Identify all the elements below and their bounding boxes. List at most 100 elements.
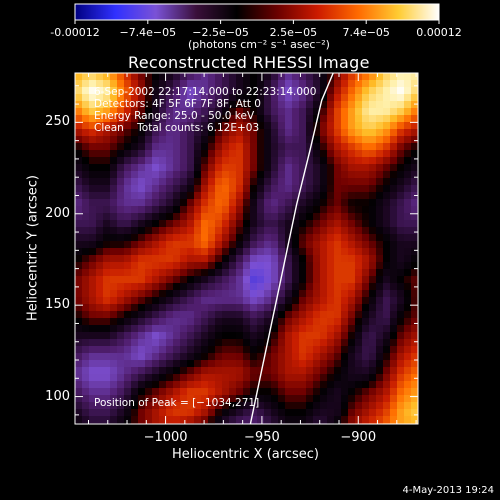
heatmap-cell: [257, 206, 265, 214]
heatmap-cell: [96, 304, 104, 312]
heatmap-cell: [152, 332, 160, 340]
heatmap-cell: [278, 283, 286, 291]
heatmap-cell: [341, 325, 349, 333]
heatmap-cell: [397, 164, 405, 172]
heatmap-cell: [75, 255, 83, 263]
heatmap-cell: [355, 157, 363, 165]
heatmap-cell: [285, 360, 293, 368]
heatmap-cell: [390, 234, 398, 242]
colorbar-tick-label: -0.00012: [50, 26, 100, 39]
heatmap-cell: [299, 297, 307, 305]
heatmap-cell: [411, 129, 418, 137]
heatmap-cell: [250, 108, 258, 116]
heatmap-cell: [124, 171, 132, 179]
heatmap-cell: [376, 122, 384, 130]
heatmap-cell: [320, 402, 328, 410]
heatmap-cell: [397, 101, 405, 109]
heatmap-cell: [117, 395, 125, 403]
heatmap-cell: [124, 108, 132, 116]
heatmap-cell: [278, 213, 286, 221]
heatmap-cell: [397, 171, 405, 179]
heatmap-cell: [285, 143, 293, 151]
heatmap-cell: [124, 332, 132, 340]
heatmap-cell: [369, 339, 377, 347]
heatmap-cell: [299, 87, 307, 95]
heatmap-cell: [299, 332, 307, 340]
heatmap-cell: [222, 143, 230, 151]
heatmap-cell: [278, 157, 286, 165]
heatmap-cell: [376, 276, 384, 284]
heatmap-cell: [257, 108, 265, 116]
heatmap-cell: [390, 297, 398, 305]
heatmap-cell: [362, 157, 370, 165]
heatmap-cell: [145, 290, 153, 298]
heatmap-cell: [180, 73, 188, 81]
heatmap-cell: [152, 276, 160, 284]
heatmap-cell: [75, 290, 83, 298]
heatmap-cell: [222, 157, 230, 165]
heatmap-cell: [103, 360, 111, 368]
heatmap-cell: [215, 395, 223, 403]
heatmap-cell: [194, 276, 202, 284]
heatmap-cell: [124, 402, 132, 410]
heatmap-cell: [362, 318, 370, 326]
heatmap-cell: [341, 122, 349, 130]
heatmap-cell: [103, 87, 111, 95]
heatmap-cell: [369, 136, 377, 144]
heatmap-cell: [159, 213, 167, 221]
heatmap-cell: [82, 241, 90, 249]
heatmap-cell: [229, 101, 237, 109]
heatmap-cell: [89, 269, 97, 277]
heatmap-cell: [215, 220, 223, 228]
heatmap-cell: [236, 220, 244, 228]
heatmap-cell: [194, 185, 202, 193]
heatmap-cell: [75, 311, 83, 319]
heatmap-cell: [145, 262, 153, 270]
heatmap-cell: [159, 199, 167, 207]
heatmap-cell: [166, 192, 174, 200]
heatmap-cell: [229, 213, 237, 221]
heatmap-cell: [362, 283, 370, 291]
heatmap-cell: [194, 122, 202, 130]
heatmap-cell: [89, 290, 97, 298]
heatmap-cell: [362, 248, 370, 256]
heatmap-cell: [362, 213, 370, 221]
heatmap-cell: [362, 381, 370, 389]
heatmap-cell: [103, 115, 111, 123]
heatmap-cell: [208, 311, 216, 319]
heatmap-cell: [103, 409, 111, 417]
heatmap-cell: [229, 290, 237, 298]
heatmap-cell: [152, 185, 160, 193]
heatmap-cell: [131, 199, 139, 207]
heatmap-cell: [131, 318, 139, 326]
heatmap-cell: [117, 150, 125, 158]
heatmap-cell: [103, 262, 111, 270]
footer-date: 4-May-2013 19:24: [402, 485, 494, 496]
heatmap-cell: [320, 311, 328, 319]
heatmap-cell: [285, 297, 293, 305]
heatmap-cell: [222, 248, 230, 256]
heatmap-cell: [299, 241, 307, 249]
heatmap-cell: [404, 248, 412, 256]
heatmap-cell: [292, 367, 300, 375]
heatmap-cell: [152, 108, 160, 116]
heatmap-cell: [187, 157, 195, 165]
heatmap-cell: [173, 367, 181, 375]
heatmap-cell: [222, 220, 230, 228]
heatmap-cell: [285, 255, 293, 263]
heatmap-cell: [103, 164, 111, 172]
heatmap-cell: [278, 171, 286, 179]
heatmap-cell: [390, 248, 398, 256]
heatmap-cell: [376, 94, 384, 102]
heatmap-cell: [166, 269, 174, 277]
heatmap-cell: [397, 220, 405, 228]
heatmap-cell: [222, 164, 230, 172]
heatmap-cell: [222, 346, 230, 354]
heatmap-cell: [313, 332, 321, 340]
heatmap-cell: [383, 318, 391, 326]
heatmap-cell: [229, 185, 237, 193]
heatmap-cell: [243, 94, 251, 102]
heatmap-cell: [145, 325, 153, 333]
heatmap-cell: [110, 283, 118, 291]
heatmap-cell: [355, 346, 363, 354]
